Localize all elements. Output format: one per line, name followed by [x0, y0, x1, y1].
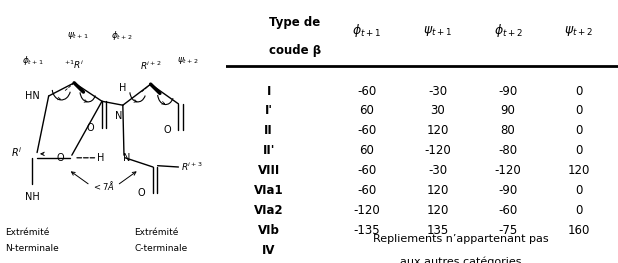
Text: $\psi_{t+2}$: $\psi_{t+2}$: [564, 23, 593, 38]
Text: N-terminale: N-terminale: [5, 244, 58, 253]
Text: $R^i$: $R^i$: [11, 146, 22, 159]
Text: -120: -120: [424, 144, 451, 157]
Text: -60: -60: [357, 184, 376, 197]
Text: $\psi_{t+1}$: $\psi_{t+1}$: [67, 30, 88, 41]
Text: Type de: Type de: [269, 16, 320, 29]
Text: VIa1: VIa1: [254, 184, 284, 197]
Text: HN: HN: [25, 91, 40, 101]
Text: $R^{i+2}$: $R^{i+2}$: [140, 59, 161, 72]
Text: O: O: [138, 188, 145, 198]
Text: 160: 160: [567, 224, 590, 237]
Text: -120: -120: [353, 204, 380, 217]
Text: II': II': [263, 144, 275, 157]
Text: $^{+1}R^i$: $^{+1}R^i$: [64, 58, 84, 71]
Text: 0: 0: [575, 204, 582, 217]
Text: O: O: [87, 123, 94, 133]
Text: 0: 0: [575, 85, 582, 98]
Text: I: I: [266, 85, 271, 98]
Text: -30: -30: [428, 85, 447, 98]
Text: 90: 90: [501, 104, 515, 118]
Text: 80: 80: [501, 124, 515, 137]
Text: $\psi_{t+1}$: $\psi_{t+1}$: [423, 23, 452, 38]
Text: $\phi_{t+2}$: $\phi_{t+2}$: [111, 29, 132, 42]
Text: VIb: VIb: [258, 224, 280, 237]
Text: IV: IV: [262, 244, 276, 257]
Text: 0: 0: [575, 184, 582, 197]
Text: 0: 0: [575, 124, 582, 137]
Text: II: II: [265, 124, 273, 137]
Text: -60: -60: [357, 85, 376, 98]
Text: Repliements n’appartenant pas: Repliements n’appartenant pas: [373, 234, 549, 244]
Text: H: H: [119, 83, 127, 93]
Text: -60: -60: [357, 124, 376, 137]
Text: -60: -60: [499, 204, 518, 217]
Text: -135: -135: [353, 224, 380, 237]
Text: -120: -120: [495, 164, 522, 177]
Text: NH: NH: [25, 192, 40, 202]
Text: -60: -60: [357, 164, 376, 177]
Text: $\psi_{t+2}$: $\psi_{t+2}$: [177, 55, 198, 66]
Text: 0: 0: [575, 104, 582, 118]
Text: C-terminale: C-terminale: [135, 244, 188, 253]
Text: 120: 120: [426, 204, 449, 217]
Text: $\phi_{t+1}$: $\phi_{t+1}$: [22, 54, 43, 67]
Text: O: O: [163, 125, 171, 135]
Text: Extrémité: Extrémité: [135, 228, 179, 237]
Text: Extrémité: Extrémité: [5, 228, 49, 237]
Text: H: H: [97, 153, 104, 163]
Text: 135: 135: [426, 224, 449, 237]
Text: -75: -75: [499, 224, 518, 237]
Text: -30: -30: [428, 164, 447, 177]
Text: coude β: coude β: [269, 44, 321, 57]
Text: 120: 120: [426, 124, 449, 137]
Text: I': I': [265, 104, 273, 118]
Text: $R^{i+3}$: $R^{i+3}$: [182, 161, 203, 173]
Text: 60: 60: [360, 104, 375, 118]
Text: $\phi_{t+2}$: $\phi_{t+2}$: [494, 22, 523, 39]
Text: -90: -90: [499, 85, 518, 98]
Text: aux autres catégories: aux autres catégories: [400, 256, 522, 263]
Text: VIII: VIII: [258, 164, 280, 177]
Text: VIa2: VIa2: [254, 204, 284, 217]
Text: 30: 30: [430, 104, 445, 118]
Text: -90: -90: [499, 184, 518, 197]
Text: -80: -80: [499, 144, 518, 157]
Text: $\phi_{t+1}$: $\phi_{t+1}$: [352, 22, 381, 39]
Text: 60: 60: [360, 144, 375, 157]
Text: 120: 120: [426, 184, 449, 197]
Text: 120: 120: [567, 164, 590, 177]
Text: N: N: [114, 111, 122, 121]
Text: O: O: [56, 153, 64, 163]
Text: N: N: [122, 153, 130, 163]
Text: $<7\AA$: $<7\AA$: [91, 179, 114, 192]
Text: 0: 0: [575, 144, 582, 157]
